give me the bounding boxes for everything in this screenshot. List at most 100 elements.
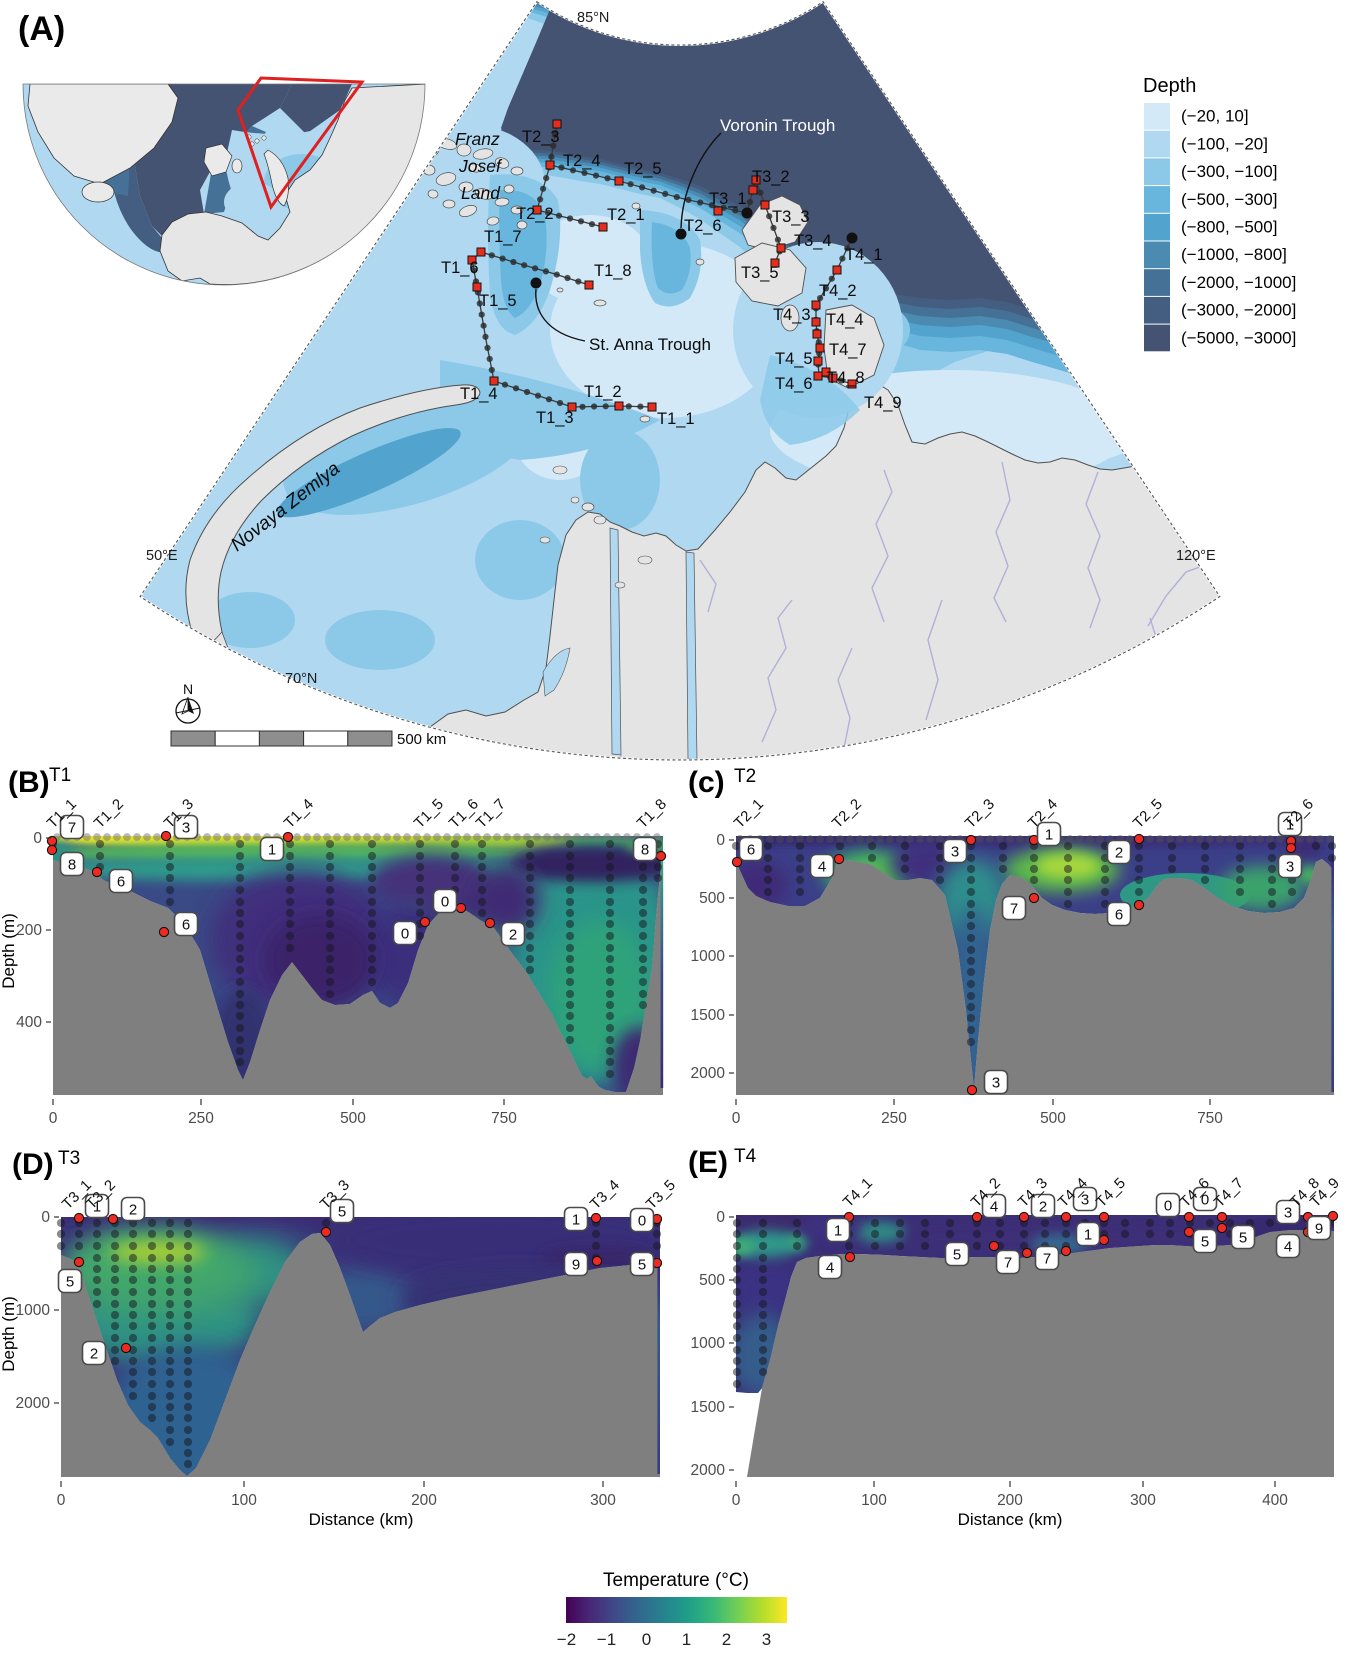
svg-text:5: 5 bbox=[1239, 1230, 1247, 1247]
svg-text:(−20, 10]: (−20, 10] bbox=[1181, 107, 1249, 126]
svg-text:T1_6: T1_6 bbox=[441, 259, 479, 277]
svg-text:1500: 1500 bbox=[691, 1007, 726, 1024]
svg-text:Depth: Depth bbox=[1143, 75, 1196, 97]
svg-text:T3: T3 bbox=[58, 1148, 80, 1169]
svg-text:85°N: 85°N bbox=[577, 10, 609, 26]
svg-text:0: 0 bbox=[716, 832, 725, 849]
svg-text:T2_6: T2_6 bbox=[684, 217, 722, 235]
svg-text:750: 750 bbox=[491, 1110, 517, 1127]
svg-text:500: 500 bbox=[699, 890, 725, 907]
svg-text:7: 7 bbox=[1010, 901, 1018, 918]
svg-text:T3_5: T3_5 bbox=[741, 264, 779, 282]
svg-text:70°N: 70°N bbox=[285, 671, 317, 687]
svg-text:5: 5 bbox=[1201, 1234, 1209, 1251]
svg-text:6: 6 bbox=[1115, 907, 1123, 924]
svg-text:1: 1 bbox=[834, 1223, 842, 1240]
svg-text:3: 3 bbox=[951, 844, 959, 861]
svg-text:5: 5 bbox=[638, 1257, 646, 1274]
svg-text:100: 100 bbox=[861, 1492, 887, 1509]
svg-text:(−300, −100]: (−300, −100] bbox=[1181, 162, 1277, 181]
svg-text:400: 400 bbox=[1262, 1492, 1288, 1509]
svg-text:T1_1: T1_1 bbox=[657, 410, 695, 428]
svg-text:8: 8 bbox=[641, 842, 649, 859]
svg-text:400: 400 bbox=[16, 1014, 42, 1031]
svg-text:(−5000, −3000]: (−5000, −3000] bbox=[1181, 328, 1296, 347]
svg-text:T3_4: T3_4 bbox=[794, 232, 832, 250]
svg-text:1: 1 bbox=[572, 1212, 580, 1229]
svg-text:T4_3: T4_3 bbox=[773, 306, 811, 324]
svg-text:0: 0 bbox=[1201, 1192, 1209, 1209]
svg-text:2: 2 bbox=[509, 927, 517, 944]
svg-text:1000: 1000 bbox=[691, 948, 726, 965]
svg-text:2000: 2000 bbox=[691, 1065, 726, 1082]
svg-text:Distance (km): Distance (km) bbox=[958, 1510, 1063, 1529]
svg-text:500: 500 bbox=[699, 1272, 725, 1289]
svg-text:6: 6 bbox=[117, 874, 125, 891]
svg-text:200: 200 bbox=[997, 1492, 1023, 1509]
svg-text:(−500, −300]: (−500, −300] bbox=[1181, 190, 1277, 209]
svg-text:2: 2 bbox=[1039, 1199, 1047, 1216]
svg-text:5: 5 bbox=[338, 1204, 346, 1221]
svg-text:100: 100 bbox=[231, 1492, 257, 1509]
svg-text:T4_7: T4_7 bbox=[829, 341, 867, 359]
svg-text:T1_5: T1_5 bbox=[479, 292, 517, 310]
svg-text:300: 300 bbox=[1130, 1492, 1156, 1509]
svg-text:T1: T1 bbox=[49, 765, 71, 786]
svg-text:T3_1: T3_1 bbox=[709, 190, 747, 208]
svg-text:4: 4 bbox=[990, 1199, 998, 1216]
svg-text:T2_1: T2_1 bbox=[607, 206, 645, 224]
svg-text:120°E: 120°E bbox=[1176, 548, 1216, 564]
svg-text:T4_6: T4_6 bbox=[775, 375, 813, 393]
svg-text:T1_4: T1_4 bbox=[460, 385, 498, 403]
svg-text:5: 5 bbox=[66, 1274, 74, 1291]
svg-text:Temperature (°C): Temperature (°C) bbox=[603, 1570, 749, 1591]
svg-text:7: 7 bbox=[1004, 1255, 1012, 1272]
svg-text:3: 3 bbox=[1286, 859, 1294, 876]
svg-text:3: 3 bbox=[1284, 1205, 1292, 1222]
svg-text:T1_2: T1_2 bbox=[584, 383, 622, 401]
svg-text:T2_5: T2_5 bbox=[624, 160, 662, 178]
svg-text:Depth (m): Depth (m) bbox=[0, 1296, 18, 1372]
svg-text:T3_3: T3_3 bbox=[772, 208, 810, 226]
svg-text:T4_9: T4_9 bbox=[864, 394, 902, 412]
svg-text:1: 1 bbox=[682, 1630, 691, 1649]
svg-text:4: 4 bbox=[826, 1260, 834, 1277]
svg-text:250: 250 bbox=[881, 1110, 907, 1127]
svg-text:0: 0 bbox=[638, 1213, 646, 1230]
svg-text:0: 0 bbox=[49, 1110, 58, 1127]
svg-text:0: 0 bbox=[642, 1630, 651, 1649]
svg-text:T4_8: T4_8 bbox=[827, 369, 865, 387]
svg-text:T2: T2 bbox=[734, 766, 756, 787]
svg-text:4: 4 bbox=[818, 859, 826, 876]
svg-text:300: 300 bbox=[590, 1492, 616, 1509]
svg-text:1500: 1500 bbox=[691, 1399, 726, 1416]
svg-text:9: 9 bbox=[572, 1257, 580, 1274]
svg-text:0: 0 bbox=[57, 1492, 66, 1509]
svg-text:Depth (m): Depth (m) bbox=[0, 913, 18, 989]
svg-text:2: 2 bbox=[90, 1346, 98, 1363]
svg-text:7: 7 bbox=[68, 820, 76, 837]
svg-text:6: 6 bbox=[747, 842, 755, 859]
svg-text:0: 0 bbox=[33, 830, 42, 847]
svg-text:T2_4: T2_4 bbox=[563, 152, 601, 170]
svg-text:2: 2 bbox=[129, 1202, 137, 1219]
svg-text:N: N bbox=[183, 681, 193, 697]
svg-text:St. Anna Trough: St. Anna Trough bbox=[589, 335, 711, 354]
svg-text:T2_2: T2_2 bbox=[516, 205, 554, 223]
svg-text:Josef: Josef bbox=[458, 156, 503, 176]
svg-text:Land: Land bbox=[461, 183, 501, 203]
svg-text:T3_2: T3_2 bbox=[752, 168, 790, 186]
svg-text:3: 3 bbox=[1081, 1192, 1089, 1209]
svg-text:50°E: 50°E bbox=[146, 548, 178, 564]
svg-text:0: 0 bbox=[732, 1110, 741, 1127]
svg-text:750: 750 bbox=[1197, 1110, 1223, 1127]
svg-text:200: 200 bbox=[16, 922, 42, 939]
svg-text:1: 1 bbox=[1084, 1227, 1092, 1244]
svg-text:Voronin Trough: Voronin Trough bbox=[720, 116, 835, 135]
svg-text:3: 3 bbox=[182, 820, 190, 837]
svg-text:T2_3: T2_3 bbox=[522, 128, 560, 146]
svg-text:T1_7: T1_7 bbox=[484, 228, 522, 246]
svg-text:0: 0 bbox=[716, 1209, 725, 1226]
svg-text:1: 1 bbox=[268, 842, 276, 859]
svg-text:(−100, −20]: (−100, −20] bbox=[1181, 134, 1268, 153]
